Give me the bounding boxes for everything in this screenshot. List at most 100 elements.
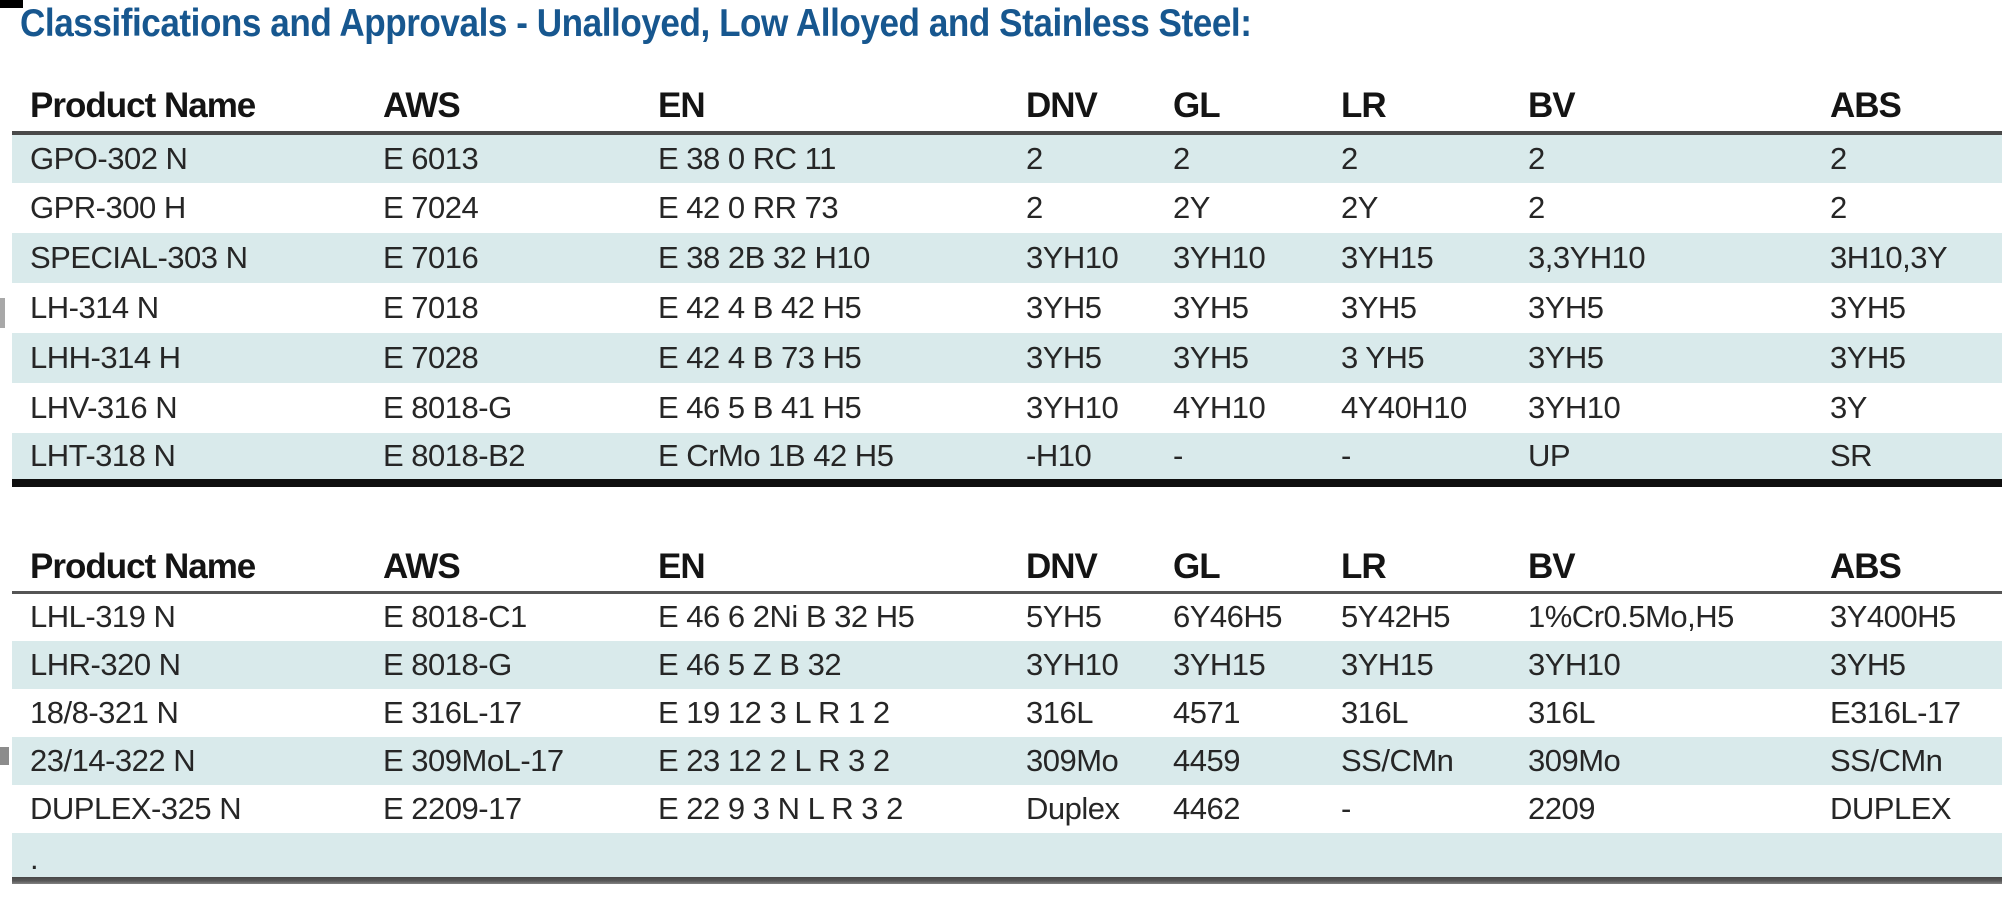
table-row: GPO-302 N E 6013 E 38 0 RC 11 2 2 2 2 2 xyxy=(12,133,2002,183)
aws-cell: E 309MoL-17 xyxy=(383,742,564,778)
product-name-cell: 18/8-321 N xyxy=(30,694,179,730)
lr-cell: - xyxy=(1341,438,1351,473)
col-header-dnv: DNV xyxy=(1008,505,1155,594)
col-header-aws: AWS xyxy=(365,505,640,594)
page-title: Classifications and Approvals - Unalloye… xyxy=(20,2,1252,45)
aws-cell: E 7028 xyxy=(383,340,479,375)
abs-cell: SR xyxy=(1830,438,1873,473)
lr-cell: 316L xyxy=(1341,694,1408,730)
approvals-table-upper-section: Product Name AWS EN DNV GL LR BV ABS GPO… xyxy=(12,64,2002,487)
abs-cell: 2 xyxy=(1830,190,1847,225)
dnv-cell: 3YH10 xyxy=(1026,390,1119,425)
en-cell: E 22 9 3 N L R 3 2 xyxy=(658,790,903,826)
lr-cell: 2 xyxy=(1341,141,1358,176)
lr-cell: 3YH15 xyxy=(1341,240,1434,275)
col-header-bv: BV xyxy=(1510,64,1812,135)
gl-cell: 4462 xyxy=(1173,790,1240,826)
gl-cell: 3YH10 xyxy=(1173,240,1266,275)
header-row: Product Name AWS EN DNV GL LR BV ABS xyxy=(12,64,2002,135)
table-row: LHV-316 N E 8018-G E 46 5 B 41 H5 3YH10 … xyxy=(12,383,2002,433)
dnv-cell: 316L xyxy=(1026,694,1093,730)
table-row: GPR-300 H E 7024 E 42 0 RR 73 2 2Y 2Y 2 … xyxy=(12,183,2002,233)
bv-cell: 2209 xyxy=(1528,790,1595,826)
abs-cell: 3YH5 xyxy=(1830,340,1906,375)
col-header-aws: AWS xyxy=(365,64,640,135)
col-header-abs: ABS xyxy=(1812,505,2002,594)
product-name-cell: 23/14-322 N xyxy=(30,742,196,778)
dnv-cell: -H10 xyxy=(1026,438,1092,473)
header-row: Product Name AWS EN DNV GL LR BV ABS xyxy=(12,505,2002,594)
bottom-rule xyxy=(12,876,2002,884)
lr-cell xyxy=(1323,833,1510,877)
abs-cell: E316L-17 xyxy=(1830,694,1961,730)
en-cell: E 46 5 Z B 32 xyxy=(658,646,842,682)
aws-cell: E 7016 xyxy=(383,240,479,275)
en-cell: E 42 4 B 42 H5 xyxy=(658,290,862,325)
en-cell: E 38 0 RC 11 xyxy=(658,141,836,176)
table-body: LHL-319 N E 8018-C1 E 46 6 2Ni B 32 H5 5… xyxy=(12,593,2002,877)
en-cell: E 46 5 B 41 H5 xyxy=(658,390,862,425)
gl-cell: 4571 xyxy=(1173,694,1240,730)
dnv-cell: 3YH5 xyxy=(1026,290,1102,325)
table-row: LHR-320 N E 8018-G E 46 5 Z B 32 3YH10 3… xyxy=(12,640,2002,689)
abs-cell: 2 xyxy=(1830,141,1847,176)
product-name-cell: LHT-318 N xyxy=(30,438,176,473)
gl-cell: 3YH5 xyxy=(1173,340,1249,375)
bv-cell: 3YH10 xyxy=(1528,646,1621,682)
bv-cell: UP xyxy=(1528,438,1571,473)
col-header-bv: BV xyxy=(1510,505,1812,594)
en-cell: E 42 4 B 73 H5 xyxy=(658,340,862,375)
bv-cell: 316L xyxy=(1528,694,1595,730)
table-row: . xyxy=(12,832,2002,877)
aws-cell: E 2209-17 xyxy=(383,790,522,826)
bv-cell: 309Mo xyxy=(1528,742,1621,778)
gl-cell: 3YH15 xyxy=(1173,646,1266,682)
table-row: LH-314 N E 7018 E 42 4 B 42 H5 3YH5 3YH5… xyxy=(12,283,2002,333)
abs-cell: 3H10,3Y xyxy=(1830,240,1948,275)
bv-cell: 3,3YH10 xyxy=(1528,240,1646,275)
abs-cell: 3YH5 xyxy=(1830,646,1906,682)
dnv-cell: 3YH10 xyxy=(1026,646,1119,682)
abs-cell: SS/CMn xyxy=(1830,742,1943,778)
gl-cell: 4459 xyxy=(1173,742,1240,778)
col-header-product-name: Product Name xyxy=(12,64,365,135)
bv-cell: 3YH10 xyxy=(1528,390,1621,425)
dnv-cell: 3YH10 xyxy=(1026,240,1119,275)
table-row: SPECIAL-303 N E 7016 E 38 2B 32 H10 3YH1… xyxy=(12,233,2002,283)
lr-cell: 4Y40H10 xyxy=(1341,390,1467,425)
en-cell: E 46 6 2Ni B 32 H5 xyxy=(658,599,915,635)
bv-cell: 1%Cr0.5Mo,H5 xyxy=(1528,599,1734,635)
en-cell xyxy=(640,833,1008,877)
abs-cell xyxy=(1812,833,2002,877)
lr-cell: 3 YH5 xyxy=(1341,340,1425,375)
table-body: GPO-302 N E 6013 E 38 0 RC 11 2 2 2 2 2 … xyxy=(12,133,2002,483)
scan-artifact-left-low xyxy=(0,747,9,765)
aws-cell: E 8018-G xyxy=(383,390,512,425)
product-name-cell: GPO-302 N xyxy=(30,141,188,176)
abs-cell: 3YH5 xyxy=(1830,290,1906,325)
col-header-product-name: Product Name xyxy=(12,505,365,594)
col-header-lr: LR xyxy=(1323,505,1510,594)
en-cell: E 23 12 2 L R 3 2 xyxy=(658,742,890,778)
table-row: LHT-318 N E 8018-B2 E CrMo 1B 42 H5 -H10… xyxy=(12,433,2002,483)
col-header-gl: GL xyxy=(1155,64,1323,135)
aws-cell: E 7024 xyxy=(383,190,479,225)
col-header-gl: GL xyxy=(1155,505,1323,594)
abs-cell: DUPLEX xyxy=(1830,790,1952,826)
product-name-cell: LHV-316 N xyxy=(30,390,178,425)
product-name-cell: GPR-300 H xyxy=(30,190,186,225)
table-row: LHH-314 H E 7028 E 42 4 B 73 H5 3YH5 3YH… xyxy=(12,333,2002,383)
en-cell: E CrMo 1B 42 H5 xyxy=(658,438,894,473)
lr-cell: SS/CMn xyxy=(1341,742,1454,778)
dnv-cell: 309Mo xyxy=(1026,742,1119,778)
gl-cell: 4YH10 xyxy=(1173,390,1266,425)
aws-cell: E 8018-C1 xyxy=(383,599,527,635)
table-row: DUPLEX-325 N E 2209-17 E 22 9 3 N L R 3 … xyxy=(12,785,2002,833)
lr-cell: 3YH5 xyxy=(1341,290,1417,325)
table-row: LHL-319 N E 8018-C1 E 46 6 2Ni B 32 H5 5… xyxy=(12,593,2002,641)
abs-cell: 3Y xyxy=(1830,390,1867,425)
lr-cell: 5Y42H5 xyxy=(1341,599,1451,635)
approvals-table-lower-section: Product Name AWS EN DNV GL LR BV ABS LHL… xyxy=(12,505,2002,884)
bv-cell xyxy=(1510,833,1812,877)
